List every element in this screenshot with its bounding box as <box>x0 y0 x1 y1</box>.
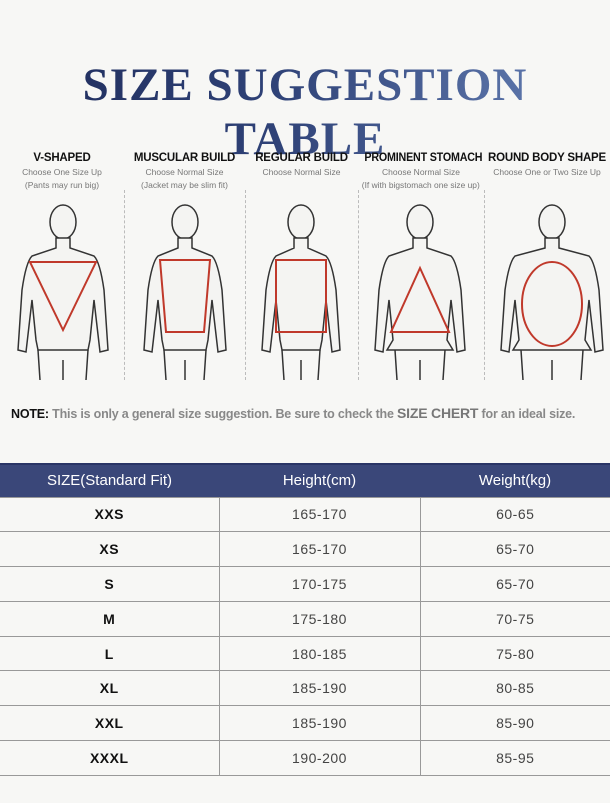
cell-height: 190-200 <box>218 740 421 776</box>
body-type-name: ROUND BODY SHAPE <box>488 152 606 164</box>
cell-weight: 75-80 <box>419 635 610 672</box>
body-type-advice-note: (Pants may run big) <box>24 180 100 190</box>
cell-height: 165-170 <box>218 531 421 568</box>
note-emphasis: SIZE CHERT <box>397 405 479 421</box>
cell-weight: 70-75 <box>419 600 610 637</box>
divider <box>124 190 125 380</box>
body-type-advice: Choose Normal Size <box>145 167 224 177</box>
table-row: XXS 165-170 60-65 <box>0 496 610 533</box>
body-type-round-body-shape: ROUND BODY SHAPE Choose One or Two Size … <box>486 150 608 192</box>
body-type-advice: Choose One Size Up <box>22 167 102 177</box>
cell-size: XS <box>0 531 220 568</box>
body-figure-illustration <box>497 200 607 381</box>
body-figure-illustration <box>8 200 118 381</box>
page-title: SIZE SUGGESTION TABLE <box>0 58 610 166</box>
body-type-advice: Choose Normal Size <box>382 167 460 177</box>
cell-size: L <box>0 635 220 672</box>
cell-height: 180-185 <box>218 635 421 672</box>
body-type-advice: Choose Normal Size <box>262 167 341 177</box>
table-row: XS 165-170 65-70 <box>0 531 610 568</box>
divider <box>245 190 246 380</box>
size-note: NOTE: This is only a general size sugges… <box>11 405 575 421</box>
body-type-advice-note: (If with bigstomach one size up) <box>362 180 480 190</box>
body-figure-illustration <box>130 200 240 381</box>
table-row: XXL 185-190 85-90 <box>0 705 610 742</box>
note-text-end: for an ideal size. <box>481 407 576 421</box>
cell-height: 175-180 <box>218 600 421 637</box>
header-weight: Weight(kg) <box>420 463 610 497</box>
header-height: Height(cm) <box>219 463 420 497</box>
body-type-advice: Choose One or Two Size Up <box>493 167 601 177</box>
body-type-muscular-build: MUSCULAR BUILD Choose Normal Size (Jacke… <box>126 150 243 192</box>
note-label: NOTE: <box>11 407 49 421</box>
note-text: This is only a general size suggestion. … <box>52 407 394 421</box>
cell-weight: 65-70 <box>419 566 610 602</box>
body-type-name: MUSCULAR BUILD <box>133 152 236 164</box>
cell-height: 165-170 <box>218 496 421 533</box>
body-type-name: V-SHAPED <box>33 152 91 164</box>
body-type-v-shaped: V-SHAPED Choose One Size Up (Pants may r… <box>2 150 122 192</box>
cell-size: XXXL <box>0 740 220 776</box>
divider <box>358 190 359 380</box>
divider <box>484 190 485 380</box>
cell-weight: 65-70 <box>419 531 610 568</box>
table-row: XL 185-190 80-85 <box>0 670 610 707</box>
cell-weight: 80-85 <box>419 670 610 707</box>
cell-size: M <box>0 600 220 637</box>
body-type-name: REGULAR BUILD <box>255 152 348 164</box>
cell-size: XL <box>0 670 220 707</box>
size-table: SIZE(Standard Fit) Height(cm) Weight(kg)… <box>0 463 610 776</box>
body-type-advice-note: (Jacket may be slim fit) <box>141 180 228 190</box>
body-figure-illustration <box>365 200 475 381</box>
cell-height: 170-175 <box>218 566 421 602</box>
table-row: M 175-180 70-75 <box>0 600 610 637</box>
body-type-prominent-stomach: PROMINENT STOMACH Choose Normal Size (If… <box>360 150 483 192</box>
table-row: L 180-185 75-80 <box>0 635 610 672</box>
cell-weight: 60-65 <box>419 496 610 533</box>
cell-size: XXS <box>0 496 220 533</box>
cell-weight: 85-95 <box>419 740 610 776</box>
header-size: SIZE(Standard Fit) <box>0 463 219 497</box>
cell-size: XXL <box>0 705 220 742</box>
cell-height: 185-190 <box>218 670 421 707</box>
table-row: S 170-175 65-70 <box>0 566 610 602</box>
body-type-name: PROMINENT STOMACH <box>364 152 483 164</box>
cell-weight: 85-90 <box>419 705 610 742</box>
body-type-regular-build: REGULAR BUILD Choose Normal Size <box>247 150 356 192</box>
table-row: XXXL 190-200 85-95 <box>0 740 610 776</box>
cell-height: 185-190 <box>218 705 421 742</box>
body-figure-illustration <box>246 200 356 381</box>
cell-size: S <box>0 566 220 602</box>
